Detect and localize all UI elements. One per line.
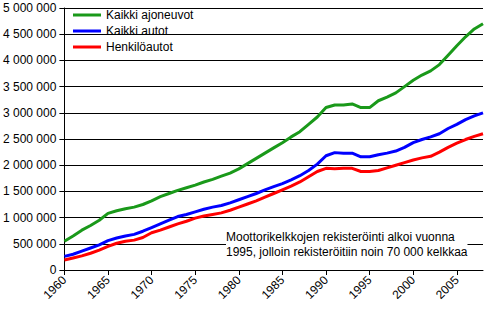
svg-text:5 000 000: 5 000 000 [3,1,57,15]
svg-text:1995: 1995 [346,273,375,302]
svg-text:1 000 000: 1 000 000 [3,211,57,225]
svg-text:1 500 000: 1 500 000 [3,184,57,198]
svg-text:Kaikki ajoneuvot: Kaikki ajoneuvot [106,8,194,22]
svg-text:4 000 000: 4 000 000 [3,53,57,67]
svg-text:Henkilöautot: Henkilöautot [106,40,173,54]
svg-text:1990: 1990 [302,273,331,302]
svg-text:2005: 2005 [433,273,462,302]
svg-text:3 500 000: 3 500 000 [3,80,57,94]
svg-text:Kaikki autot: Kaikki autot [106,24,169,38]
svg-text:1995, jolloin rekisteröitiin n: 1995, jolloin rekisteröitiin noin 70 000… [226,245,468,259]
svg-text:4 500 000: 4 500 000 [3,27,57,41]
svg-text:1980: 1980 [215,273,244,302]
svg-text:2 500 000: 2 500 000 [3,132,57,146]
svg-text:1985: 1985 [259,273,288,302]
svg-text:0: 0 [50,263,57,277]
svg-text:500 000: 500 000 [13,237,57,251]
svg-text:1970: 1970 [128,273,157,302]
svg-text:Moottorikelkkojen rekisteröint: Moottorikelkkojen rekisteröinti alkoi vu… [226,230,455,244]
svg-text:1960: 1960 [41,273,70,302]
svg-text:3 000 000: 3 000 000 [3,106,57,120]
svg-text:2000: 2000 [389,273,418,302]
svg-text:1965: 1965 [84,273,113,302]
svg-text:2 000 000: 2 000 000 [3,158,57,172]
svg-text:1975: 1975 [171,273,200,302]
